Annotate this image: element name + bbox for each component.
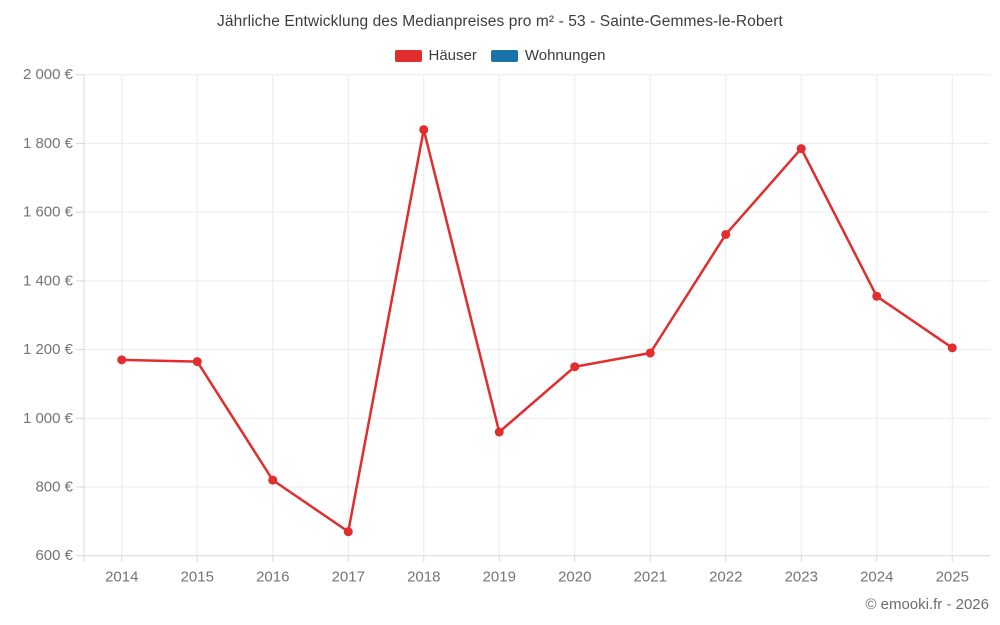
y-tick-label: 800 €	[35, 478, 73, 495]
x-tick-label: 2025	[936, 569, 969, 586]
y-tick-label: 1 400 €	[23, 272, 74, 289]
credit-text: © emooki.fr - 2026	[865, 596, 989, 613]
x-tick-label: 2022	[709, 569, 742, 586]
data-point-2019[interactable]	[494, 427, 504, 437]
legend-label-haeuser: Häuser	[428, 47, 477, 64]
y-tick-label: 2 000 €	[23, 66, 74, 83]
x-tick-label: 2014	[105, 569, 138, 586]
legend-item-wohnungen[interactable]: Wohnungen	[490, 47, 606, 64]
x-tick-label: 2024	[860, 569, 893, 586]
chart-title: Jährliche Entwicklung des Medianpreises …	[217, 13, 783, 30]
x-tick-label: 2019	[483, 569, 516, 586]
data-point-2015[interactable]	[192, 357, 202, 367]
y-tick-label: 1 800 €	[23, 135, 74, 152]
x-tick-label: 2015	[181, 569, 214, 586]
data-point-2018[interactable]	[419, 125, 429, 135]
legend-item-haeuser[interactable]: Häuser	[394, 47, 477, 64]
data-point-2014[interactable]	[117, 355, 127, 365]
data-point-2025[interactable]	[947, 343, 957, 353]
data-point-2016[interactable]	[268, 475, 278, 485]
haeuser-series-swatch	[394, 49, 422, 62]
x-tick-label: 2021	[634, 569, 667, 586]
legend: Häuser Wohnungen	[0, 47, 1000, 64]
y-tick-label: 1 600 €	[23, 204, 74, 221]
y-tick-label: 1 000 €	[23, 410, 74, 427]
y-tick-label: 600 €	[35, 547, 73, 564]
data-point-2024[interactable]	[872, 291, 882, 301]
x-tick-label: 2020	[558, 569, 591, 586]
y-tick-label: 1 200 €	[23, 341, 74, 358]
häuser-line	[120, 128, 954, 533]
x-tick-label: 2017	[332, 569, 365, 586]
wohnungen-series-swatch	[490, 49, 518, 62]
data-point-2017[interactable]	[343, 527, 353, 537]
legend-label-wohnungen: Wohnungen	[524, 47, 606, 64]
data-point-2021[interactable]	[645, 348, 655, 358]
data-point-2022[interactable]	[721, 229, 731, 239]
x-tick-label: 2023	[785, 569, 818, 586]
data-point-2023[interactable]	[796, 144, 806, 154]
x-tick-label: 2018	[407, 569, 440, 586]
x-tick-label: 2016	[256, 569, 289, 586]
data-point-2020[interactable]	[570, 362, 580, 372]
